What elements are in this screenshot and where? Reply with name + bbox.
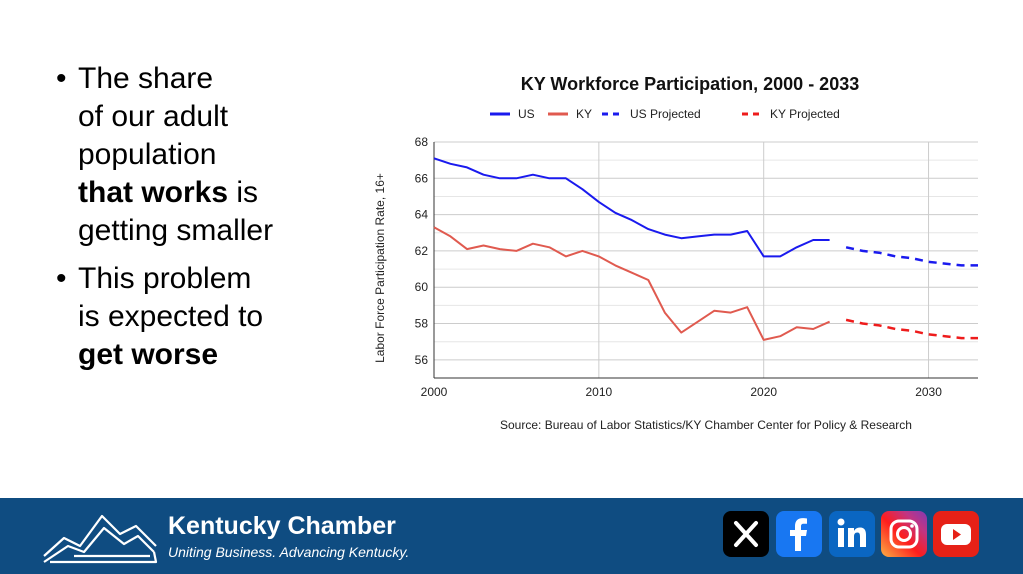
y-tick-label: 60	[415, 280, 429, 294]
bullet-marker: •	[56, 262, 67, 295]
bullet-text: is	[228, 176, 259, 209]
chart-source: Source: Bureau of Labor Statistics/KY Ch…	[500, 418, 912, 432]
bullet-marker: •	[56, 62, 67, 95]
bullet-text-line: is expected to	[78, 298, 356, 336]
bullet-text: The share	[78, 62, 214, 95]
series-line-us	[433, 157, 830, 258]
bullet-text: of our adult	[78, 100, 229, 133]
x-tick-label: 2020	[750, 385, 777, 399]
org-tagline: Uniting Business. Advancing Kentucky.	[168, 544, 410, 560]
bullet-item: • The share of our adult population that wor…	[56, 60, 356, 250]
x-icon[interactable]	[723, 511, 769, 557]
series-line-ky-projected	[845, 318, 978, 340]
bullet-text-line: This problem	[78, 260, 356, 298]
x-tick-label: 2000	[421, 385, 448, 399]
youtube-icon[interactable]	[933, 511, 979, 557]
footer-bar: Kentucky Chamber Uniting Business. Advan…	[0, 498, 1023, 574]
kentucky-chamber-logo-icon	[43, 514, 158, 564]
legend-entry: US Projected	[630, 107, 701, 121]
series-line-us-projected	[845, 246, 978, 267]
bullet-text-line: of our adult	[78, 98, 356, 136]
bullet-text-line: population	[78, 136, 356, 174]
bullet-text: is expected to	[78, 300, 264, 333]
y-tick-label: 58	[415, 317, 429, 331]
linkedin-icon[interactable]	[829, 511, 875, 557]
bullet-text: This problem	[78, 262, 252, 295]
x-tick-label: 2010	[585, 385, 612, 399]
emphasis-text: get worse	[78, 338, 219, 371]
legend-entry: KY	[576, 107, 592, 121]
emphasis-text: that works	[78, 176, 229, 209]
chart-title: KY Workforce Participation, 2000 - 2033	[521, 74, 859, 94]
bullet-text-line: get worse	[78, 336, 356, 374]
y-tick-label: 62	[415, 244, 429, 258]
y-tick-label: 64	[415, 208, 429, 222]
y-axis-label: Labor Force Participation Rate, 16+	[373, 173, 387, 363]
bullet-text-line: getting smaller	[78, 212, 356, 250]
line-chart: 56 58 60 62 64 66 68 2000 2010 2020 2030 KY Workfor…	[373, 74, 978, 432]
y-tick-label: 68	[415, 135, 429, 149]
x-tick-label: 2030	[915, 385, 942, 399]
bullet-list: • The share of our adult population that wor…	[56, 60, 356, 384]
org-name: Kentucky Chamber	[168, 512, 396, 540]
series-line-ky	[433, 226, 831, 341]
bullet-item: • This problem is expected to get worse	[56, 260, 356, 374]
bullet-text: population	[78, 138, 217, 171]
bullet-text-line: that works is	[78, 174, 356, 212]
legend-entry: US	[518, 107, 535, 121]
facebook-icon[interactable]	[776, 511, 822, 557]
legend-entry: KY Projected	[770, 107, 840, 121]
bullet-text: getting smaller	[78, 214, 274, 247]
bullet-text-line: The share	[78, 60, 356, 98]
y-tick-label: 56	[415, 353, 429, 367]
instagram-icon[interactable]	[881, 511, 927, 557]
y-tick-label: 66	[415, 171, 429, 185]
